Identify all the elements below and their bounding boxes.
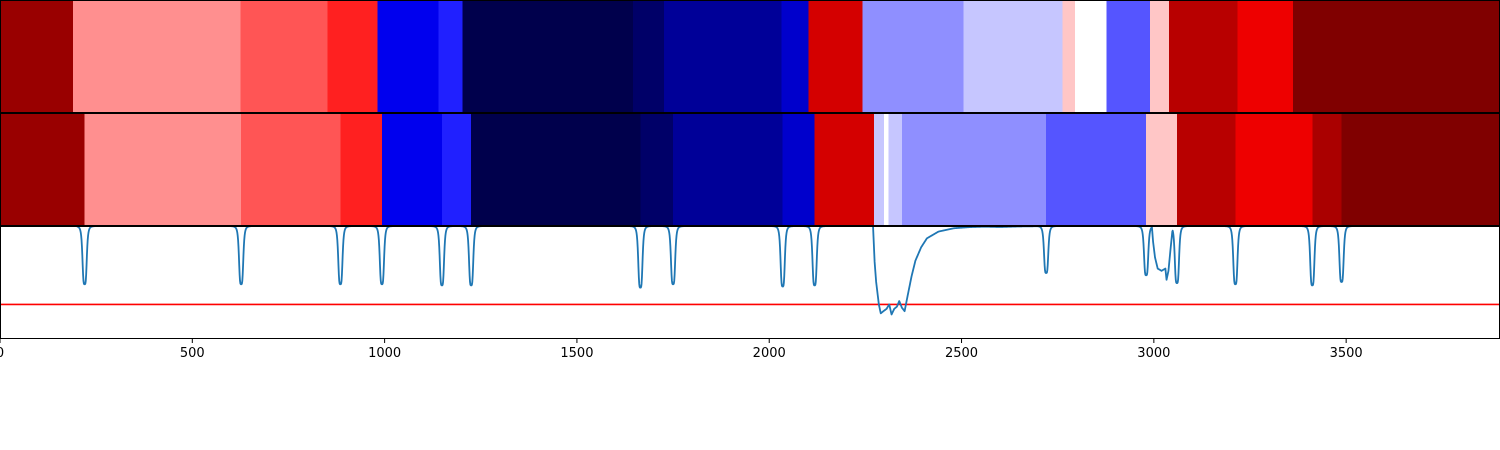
heatmap-cell [883, 113, 890, 225]
heatmap-cell [340, 113, 383, 225]
heatmap-cell [673, 113, 784, 225]
heatmap-cell [633, 0, 665, 112]
heatmap-cell [888, 113, 903, 225]
heatmap-cell [664, 0, 783, 112]
heatmap-cell [1150, 0, 1170, 112]
x-tick-label: 3000 [1137, 346, 1170, 361]
heatmap-cell [241, 113, 341, 225]
heatmap-cell [781, 0, 810, 112]
heatmap-cell [381, 113, 443, 225]
heatmap-cell [1237, 0, 1294, 112]
x-tick-label: 500 [180, 346, 205, 361]
heatmap-cell [862, 0, 965, 112]
heatmap-row-1 [0, 0, 1500, 112]
heatmap-cell [327, 0, 379, 112]
heatmap-cell [814, 113, 875, 225]
heatmap-rows [0, 0, 1500, 225]
heatmap-cell [0, 0, 74, 112]
heatmap-cell [782, 113, 816, 225]
heatmap-cell [1169, 0, 1238, 112]
x-tick-label: 2500 [945, 346, 978, 361]
heatmap-cell [1341, 113, 1500, 225]
heatmap-cell [1075, 0, 1108, 112]
heatmap-cell [84, 113, 242, 225]
heatmap-cell [808, 0, 863, 112]
heatmap-cell [462, 0, 634, 112]
heatmap-cell [471, 113, 641, 225]
x-tick-label: 2000 [753, 346, 786, 361]
heatmap-cell [640, 113, 674, 225]
heatmap-cell [963, 0, 1064, 112]
x-tick-label: 3500 [1330, 346, 1363, 361]
heatmap-cell [438, 0, 463, 112]
x-tick-label: 0 [0, 346, 4, 361]
heatmap-cell [0, 113, 86, 225]
heatmap-cell [1176, 113, 1236, 225]
heatmap-cell [1235, 113, 1313, 225]
heatmap-cell [1062, 0, 1076, 112]
x-tick-label: 1000 [368, 346, 401, 361]
x-tick-label: 1500 [560, 346, 593, 361]
heatmap-cell [377, 0, 440, 112]
heatmap-cell [441, 113, 472, 225]
heatmap-cell [1312, 113, 1343, 225]
x-axis: 0 500 1000 1500 2000 2500 3000 3500 [0, 338, 1363, 361]
heatmap-cell [1046, 113, 1147, 225]
heatmap-cell [1106, 0, 1151, 112]
heatmap-row-2 [0, 113, 1500, 225]
heatmap-cell [873, 113, 885, 225]
heatmap-cell [1146, 113, 1178, 225]
heatmap-cell [240, 0, 329, 112]
heatmap-cell [901, 113, 1047, 225]
heatmap-cell [1293, 0, 1500, 112]
heatmap-cell [73, 0, 241, 112]
